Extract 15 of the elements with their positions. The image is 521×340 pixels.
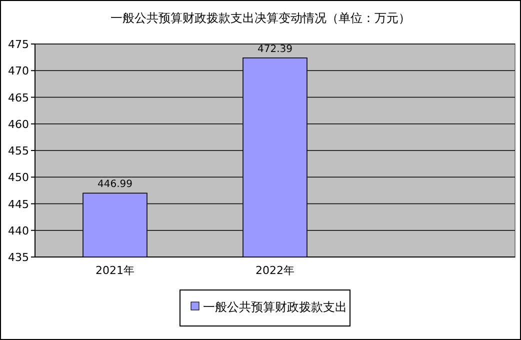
y-tick-label: 445 <box>8 198 29 211</box>
y-tick-label: 470 <box>8 64 29 78</box>
legend-label: 一般公共预算财政拨款支出 <box>203 300 347 314</box>
y-tick-label: 435 <box>8 251 29 264</box>
x-tick-label: 2021年 <box>96 264 134 277</box>
y-tick-label: 450 <box>8 171 29 184</box>
x-tick-label: 2022年 <box>256 264 294 277</box>
y-tick-label: 460 <box>8 118 29 131</box>
y-tick-label: 465 <box>8 91 29 104</box>
y-tick-label: 475 <box>8 38 29 51</box>
y-tick-label: 455 <box>8 144 29 158</box>
data-label: 446.99 <box>98 179 132 190</box>
y-tick-label: 440 <box>8 224 29 238</box>
data-label: 472.39 <box>258 44 292 55</box>
chart-title: 一般公共预算财政拨款支出决算变动情况（单位：万元） <box>110 11 410 25</box>
